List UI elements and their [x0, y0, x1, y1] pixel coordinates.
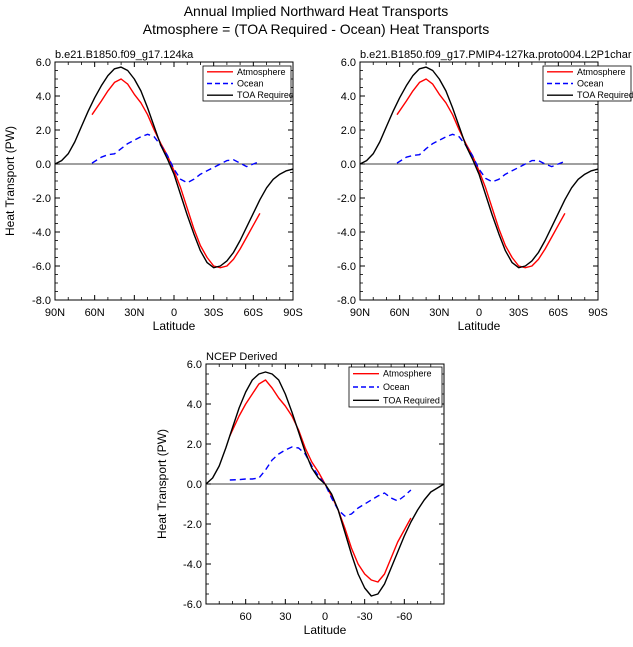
x-tick-label: 30S [509, 307, 529, 319]
series-ocean [229, 446, 412, 517]
y-tick-label: 6.0 [36, 57, 51, 69]
y-tick-label: -2.0 [337, 193, 356, 205]
y-tick-label: 4.0 [36, 91, 51, 103]
x-tick-label: 90N [45, 307, 65, 319]
y-tick-label: 0.0 [187, 479, 202, 491]
figure-title-line2: Atmosphere = (TOA Required - Ocean) Heat… [143, 21, 489, 37]
y-axis-label: Heat Transport (PW) [155, 429, 169, 539]
series-ocean [91, 133, 261, 184]
y-tick-label: -2.0 [32, 193, 51, 205]
legend-label: Atmosphere [237, 67, 286, 77]
x-tick-label: 0 [322, 611, 328, 623]
x-tick-label: -60 [396, 611, 412, 623]
y-tick-label: -8.0 [32, 295, 51, 307]
x-axis-label: Latitude [153, 319, 196, 333]
series-toa-required [54, 66, 294, 269]
y-tick-label: 0.0 [341, 159, 356, 171]
legend-label: Atmosphere [577, 67, 626, 77]
x-tick-label: 90S [588, 307, 608, 319]
x-tick-label: 0 [171, 307, 177, 319]
y-tick-label: 4.0 [187, 399, 202, 411]
x-tick-label: 60S [244, 307, 264, 319]
x-axis-label: Latitude [458, 319, 501, 333]
series-toa-required [359, 66, 599, 269]
legend-label: Ocean [237, 79, 264, 89]
x-tick-label: 30 [279, 611, 291, 623]
series-toa-required [205, 371, 445, 597]
y-tick-label: -6.0 [32, 261, 51, 273]
panel-124ka: b.e21.B1850.f09_g17.124ka 90N 60N 30N 0 30S 60… [3, 49, 303, 333]
y-tick-label: 2.0 [187, 439, 202, 451]
legend-label: Ocean [383, 382, 410, 392]
x-tick-label: 0 [476, 307, 482, 319]
legend-label: TOA Required [577, 90, 633, 100]
x-tick-label: 60S [549, 307, 569, 319]
series-atmosphere [229, 379, 412, 583]
series-atmosphere [91, 78, 261, 269]
x-tick-label: 30N [429, 307, 449, 319]
y-tick-label: 4.0 [341, 91, 356, 103]
panel-title: NCEP Derived [206, 351, 277, 363]
y-tick-label: -6.0 [337, 261, 356, 273]
y-tick-label: 6.0 [187, 359, 202, 371]
y-tick-label: -4.0 [183, 559, 202, 571]
y-tick-label: 6.0 [341, 57, 356, 69]
y-tick-label: -2.0 [183, 519, 202, 531]
legend-label: Ocean [577, 79, 604, 89]
legend-label: TOA Required [237, 90, 294, 100]
y-tick-label: -4.0 [337, 227, 356, 239]
panel-title: b.e21.B1850.f09_g17.124ka [55, 49, 194, 61]
figure-title-line1: Annual Implied Northward Heat Transports [184, 3, 449, 19]
x-tick-label: 30N [124, 307, 144, 319]
x-tick-label: 60N [85, 307, 105, 319]
y-tick-label: 0.0 [36, 159, 51, 171]
y-tick-label: -8.0 [337, 295, 356, 307]
x-tick-label: 60N [390, 307, 410, 319]
legend-label: Atmosphere [383, 369, 432, 379]
series-atmosphere [396, 78, 566, 269]
x-tick-label: 60 [240, 611, 252, 623]
y-tick-label: -4.0 [32, 227, 51, 239]
x-tick-label: -30 [357, 611, 373, 623]
y-tick-label: -6.0 [183, 599, 202, 611]
panel-127ka: b.e21.B1850.f09_g17.PMIP4-127ka.proto004… [337, 49, 633, 333]
series-ocean [396, 133, 566, 183]
x-axis-label: Latitude [304, 623, 347, 637]
panel-ncep-derived: NCEP Derived 60 30 0 -30 -60 6.0 4.0 2.0 0.0 -2.0 -… [155, 351, 445, 637]
x-tick-label: 90S [283, 307, 303, 319]
x-tick-label: 90N [350, 307, 370, 319]
y-tick-label: 2.0 [341, 125, 356, 137]
x-tick-label: 30S [204, 307, 224, 319]
legend-label: TOA Required [383, 395, 440, 405]
y-axis-label: Heat Transport (PW) [3, 126, 17, 236]
panel-title: b.e21.B1850.f09_g17.PMIP4-127ka.proto004… [360, 49, 632, 61]
y-tick-label: 2.0 [36, 125, 51, 137]
